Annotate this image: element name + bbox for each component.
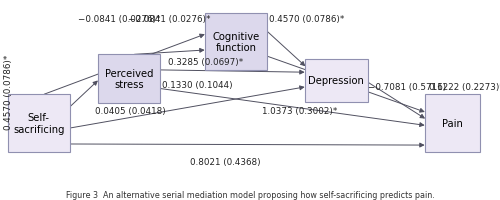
Text: 0.6222 (0.2273)*: 0.6222 (0.2273)* bbox=[429, 82, 500, 91]
FancyBboxPatch shape bbox=[98, 54, 160, 104]
FancyBboxPatch shape bbox=[205, 14, 268, 71]
Text: 0.4570 (0.0786)*: 0.4570 (0.0786)* bbox=[4, 54, 13, 130]
Text: 1.0373 (0.3002)*: 1.0373 (0.3002)* bbox=[262, 106, 338, 115]
Text: Pain: Pain bbox=[442, 118, 463, 128]
Text: −0.0841 (0.0276)*: −0.0841 (0.0276)* bbox=[78, 15, 160, 24]
FancyBboxPatch shape bbox=[425, 95, 480, 152]
Text: −0.0841 (0.0276)*: −0.0841 (0.0276)* bbox=[128, 15, 210, 24]
FancyBboxPatch shape bbox=[8, 95, 70, 152]
Text: 0.0405 (0.0418): 0.0405 (0.0418) bbox=[95, 106, 166, 115]
Text: Self-
sacrificing: Self- sacrificing bbox=[13, 113, 64, 134]
Text: 0.1330 (0.1044): 0.1330 (0.1044) bbox=[162, 80, 233, 89]
Text: Cognitive
function: Cognitive function bbox=[212, 32, 260, 53]
Text: Depression: Depression bbox=[308, 76, 364, 86]
Text: 0.8021 (0.4368): 0.8021 (0.4368) bbox=[190, 158, 260, 167]
Text: 0.4570 (0.0786)*: 0.4570 (0.0786)* bbox=[269, 15, 344, 24]
FancyBboxPatch shape bbox=[305, 60, 368, 102]
Text: −0.7081 (0.5711): −0.7081 (0.5711) bbox=[368, 82, 446, 91]
Text: Figure 3  An alternative serial mediation model proposing how self-sacrificing p: Figure 3 An alternative serial mediation… bbox=[66, 190, 434, 199]
Text: Perceived
stress: Perceived stress bbox=[104, 68, 153, 90]
Text: 0.3285 (0.0697)*: 0.3285 (0.0697)* bbox=[168, 58, 243, 67]
